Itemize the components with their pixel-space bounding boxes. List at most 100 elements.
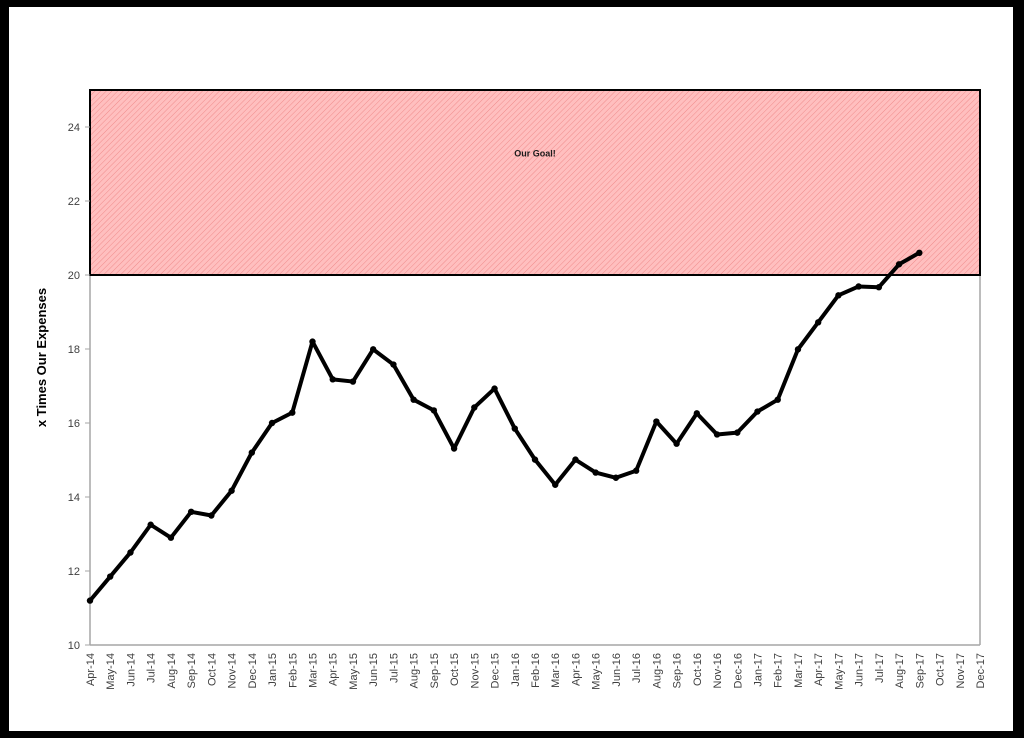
- data-point-marker: [673, 440, 680, 447]
- data-point-marker: [916, 249, 923, 256]
- series-line: [88, 250, 922, 603]
- data-point-marker: [835, 292, 842, 299]
- x-tick-label: Dec-15: [490, 653, 502, 688]
- data-point-marker: [127, 549, 134, 556]
- x-tick-label: Jul-14: [146, 653, 158, 683]
- data-point-marker: [147, 521, 154, 528]
- y-tick-label: 10: [68, 640, 80, 652]
- x-tick-label: Aug-14: [166, 653, 178, 688]
- data-point-marker: [390, 361, 397, 368]
- x-tick-label: Mar-15: [308, 653, 320, 688]
- x-tick-label: Feb-17: [773, 653, 785, 688]
- data-point-marker: [289, 409, 296, 416]
- x-tick-label: Jan-17: [753, 653, 765, 687]
- x-tick-label: Apr-14: [85, 653, 97, 686]
- x-tick-label: Oct-17: [935, 653, 947, 686]
- y-tick-label: 12: [68, 566, 80, 578]
- y-tick-label: 20: [68, 270, 80, 282]
- x-tick-label: Aug-15: [409, 653, 421, 688]
- data-point-marker: [86, 597, 94, 604]
- x-tick-label: Dec-14: [247, 653, 259, 688]
- data-point-marker: [349, 378, 357, 385]
- data-point-marker: [895, 261, 903, 268]
- x-tick-label: Mar-16: [550, 653, 562, 688]
- data-point-marker: [693, 410, 701, 417]
- data-point-marker: [632, 467, 640, 474]
- goal-band-label: Our Goal!: [514, 149, 556, 159]
- x-tick-label: Jan-15: [267, 653, 279, 687]
- x-tick-label: Mar-17: [793, 653, 805, 688]
- x-tick-label: Apr-17: [813, 653, 825, 686]
- x-tick-label: Jun-15: [368, 653, 380, 687]
- data-point-marker: [208, 512, 215, 519]
- x-tick-label: Feb-16: [530, 653, 542, 688]
- data-point-marker: [794, 346, 802, 353]
- x-tick-label: Aug-17: [894, 653, 906, 688]
- x-tick-label: Aug-16: [651, 653, 663, 688]
- data-point-marker: [552, 481, 559, 488]
- data-point-marker: [228, 487, 235, 494]
- data-point-marker: [491, 385, 498, 392]
- y-tick-label: 22: [68, 196, 80, 208]
- data-point-marker: [471, 404, 478, 411]
- data-point-marker: [531, 456, 539, 463]
- y-tick-label: 24: [68, 122, 80, 134]
- data-point-marker: [450, 445, 458, 452]
- data-point-marker: [309, 338, 316, 345]
- x-tick-label: Nov-15: [469, 653, 481, 688]
- x-tick-label: May-14: [105, 653, 117, 690]
- x-tick-label: Apr-15: [328, 653, 340, 686]
- x-tick-label: May-17: [833, 653, 845, 690]
- data-point-marker: [875, 284, 883, 291]
- data-point-marker: [612, 474, 620, 481]
- data-point-marker: [268, 419, 276, 427]
- data-point-marker: [329, 376, 336, 383]
- data-point-marker: [713, 431, 721, 438]
- data-point-marker: [430, 407, 438, 414]
- data-point-marker: [167, 534, 175, 541]
- x-tick-label: May-16: [591, 653, 603, 690]
- data-point-marker: [107, 573, 114, 580]
- y-tick-label: 18: [68, 344, 80, 356]
- data-point-marker: [814, 319, 822, 326]
- x-tick-label: Sep-16: [672, 653, 684, 688]
- x-tick-label: Nov-16: [712, 653, 724, 688]
- x-tick-label: Sep-17: [914, 653, 926, 688]
- goal-band: [89, 89, 981, 276]
- y-tick-label: 14: [68, 492, 80, 504]
- data-point-marker: [592, 469, 599, 476]
- x-tick-label: Nov-14: [227, 653, 239, 688]
- x-tick-label: Feb-15: [287, 653, 299, 688]
- line-chart: Our Goal! 10 12 14 16 18 20 22 24 x Times Our Exp…: [34, 89, 987, 690]
- x-tick-label: Jan-16: [510, 653, 522, 687]
- x-tick-label: May-15: [348, 653, 360, 690]
- x-tick-label: Jun-17: [854, 653, 866, 687]
- data-point-marker: [774, 396, 781, 403]
- x-tick-label: Jun-14: [125, 653, 137, 687]
- x-tick-label: Sep-15: [429, 653, 441, 688]
- x-tick-label: Jun-16: [611, 653, 623, 687]
- x-tick-label: Apr-16: [570, 653, 582, 686]
- data-point-marker: [754, 408, 761, 415]
- x-tick-label: Dec-16: [732, 653, 744, 688]
- data-point-marker: [572, 456, 579, 463]
- x-tick-label: Oct-15: [449, 653, 461, 686]
- y-tick-label: 16: [68, 418, 80, 430]
- x-tick-label: Oct-16: [692, 653, 704, 686]
- x-tick-label: Nov-17: [955, 653, 967, 688]
- data-point-marker: [653, 418, 660, 425]
- x-tick-label: Dec-17: [975, 653, 987, 688]
- y-axis-title: x Times Our Expenses: [34, 288, 49, 427]
- data-point-marker: [248, 449, 256, 456]
- x-tick-label: Oct-14: [206, 653, 218, 686]
- data-point-marker: [187, 508, 195, 515]
- x-tick-label: Jul-15: [388, 653, 400, 683]
- data-point-marker: [410, 396, 417, 403]
- x-tick-label: Jul-16: [631, 653, 643, 683]
- data-point-marker: [369, 346, 377, 353]
- x-tick-label: Jul-17: [874, 653, 886, 683]
- data-point-marker: [734, 429, 741, 436]
- data-point-marker: [511, 425, 518, 432]
- data-point-marker: [855, 283, 862, 290]
- x-tick-label: Sep-14: [186, 653, 198, 688]
